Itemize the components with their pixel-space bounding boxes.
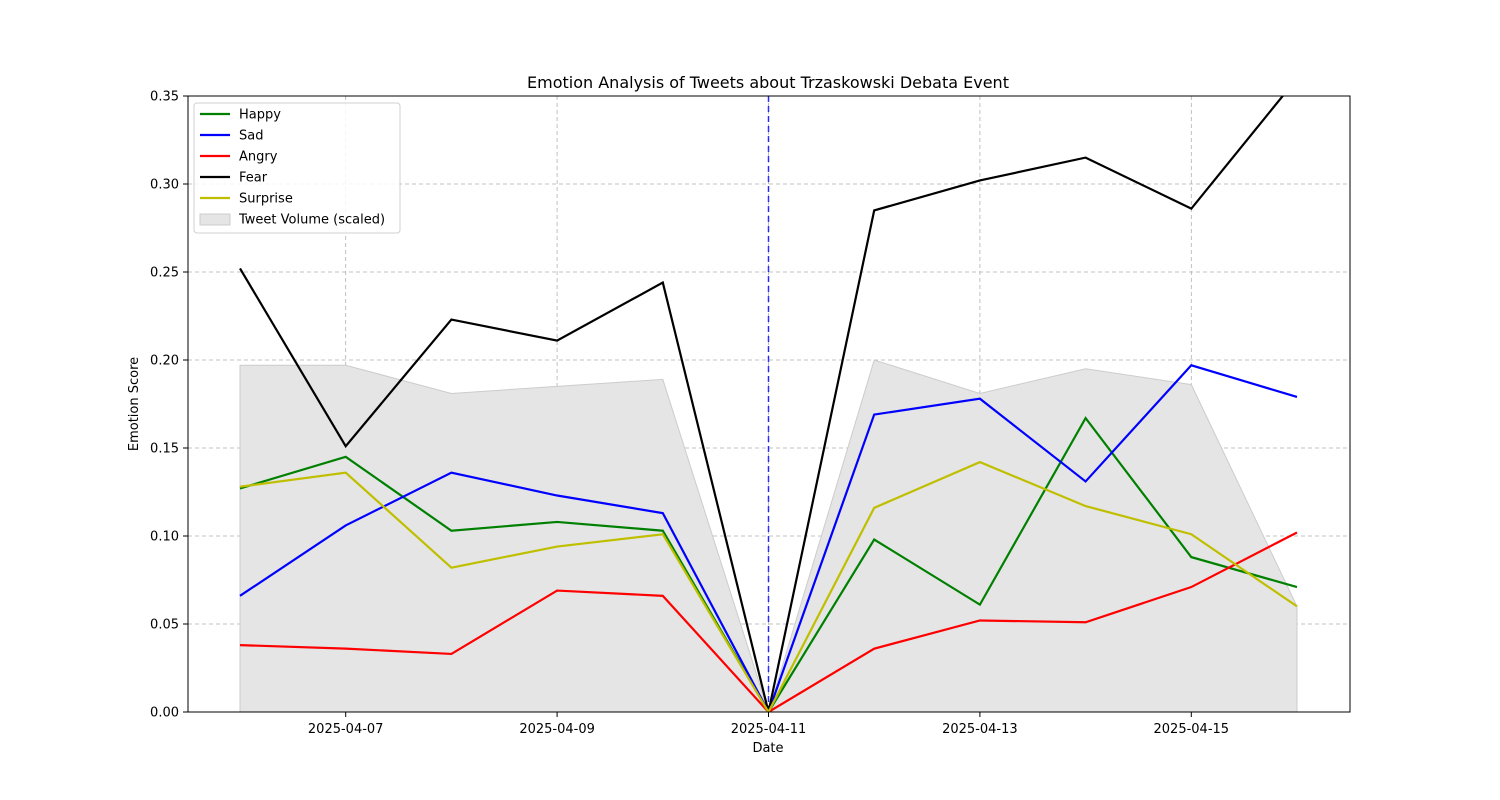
- series-line-fear: [239, 96, 1285, 712]
- legend-label: Sad: [239, 129, 263, 144]
- x-tick-label: 2025-04-07: [308, 722, 384, 737]
- y-tick-label: 0.15: [150, 442, 179, 457]
- y-tick-label: 0.00: [150, 706, 179, 721]
- legend-label: Surprise: [239, 192, 293, 207]
- legend-item: Surprise: [200, 192, 293, 207]
- legend-item: Fear: [200, 171, 268, 186]
- y-tick-label: 0.10: [150, 530, 179, 545]
- legend-label: Angry: [239, 150, 278, 165]
- legend-box: [193, 102, 401, 234]
- legend-item: Angry: [200, 150, 278, 165]
- series-line-sad: [239, 364, 1298, 712]
- legend-label: Happy: [239, 108, 281, 123]
- legend-swatch-tweet-volume: [199, 213, 231, 226]
- legend-item: Sad: [200, 129, 263, 144]
- chart-title: Emotion Analysis of Tweets about Trzasko…: [527, 73, 1009, 92]
- y-tick-label: 0.05: [150, 618, 179, 633]
- y-tick-label: 0.35: [150, 90, 179, 105]
- legend-item: Happy: [200, 108, 281, 123]
- tweet-volume-area: [239, 359, 1298, 712]
- x-tick-label: 2025-04-13: [942, 722, 1018, 737]
- legend-label: Tweet Volume (scaled): [238, 213, 385, 228]
- x-tick-label: 2025-04-11: [731, 722, 807, 737]
- series-line-happy: [239, 416, 1298, 712]
- y-axis-label: Emotion Score: [127, 357, 142, 451]
- series-lines: [239, 96, 1298, 712]
- y-tick-label: 0.25: [150, 266, 179, 281]
- legend-label: Fear: [239, 171, 268, 186]
- legend-item: Tweet Volume (scaled): [199, 213, 385, 228]
- y-tick-label: 0.30: [150, 178, 179, 193]
- y-tick-label: 0.20: [150, 354, 179, 369]
- tweet-volume-area-fill: [239, 359, 1298, 712]
- series-line-angry: [239, 531, 1298, 712]
- x-tick-label: 2025-04-09: [519, 722, 595, 737]
- x-axis-ticks: 2025-04-07 2025-04-09 2025-04-11 2025-04-13…: [308, 712, 1229, 737]
- y-axis-ticks: 0.00 0.05 0.10 0.15 0.20 0.25 0.30 0.35: [150, 90, 188, 721]
- legend: Happy Sad Angry Fear Surprise Tweet Volume (s…: [193, 102, 401, 234]
- x-tick-label: 2025-04-15: [1154, 722, 1230, 737]
- x-axis-label: Date: [752, 741, 783, 756]
- series-line-surprise: [239, 460, 1298, 712]
